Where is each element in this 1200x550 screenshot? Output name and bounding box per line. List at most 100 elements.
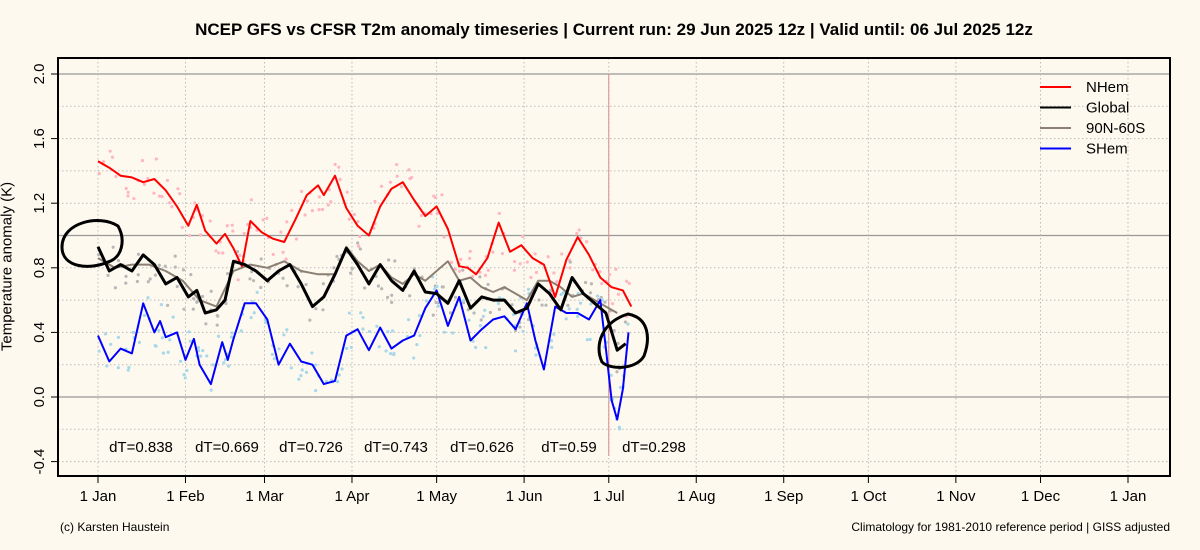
data-dot bbox=[109, 342, 113, 346]
data-dot bbox=[356, 219, 360, 224]
data-dot bbox=[467, 318, 471, 322]
data-dot bbox=[160, 336, 164, 340]
data-dot bbox=[157, 263, 161, 267]
data-dot bbox=[436, 301, 440, 305]
data-dot bbox=[436, 304, 440, 308]
data-dot bbox=[168, 338, 172, 342]
data-dot bbox=[564, 317, 568, 321]
data-dot bbox=[549, 339, 553, 343]
data-dot bbox=[116, 366, 120, 370]
data-dot bbox=[448, 311, 453, 315]
data-dot bbox=[96, 253, 101, 257]
series-line-nhem bbox=[97, 160, 633, 308]
data-dot bbox=[176, 187, 180, 191]
data-dot bbox=[358, 247, 362, 251]
data-dot bbox=[347, 217, 351, 221]
x-tick-label: 1 Nov bbox=[936, 488, 976, 505]
data-dot bbox=[567, 307, 571, 311]
data-dot bbox=[126, 190, 130, 194]
data-dot bbox=[583, 280, 588, 285]
data-dot bbox=[332, 266, 336, 270]
series-lines bbox=[96, 160, 633, 421]
data-dot bbox=[285, 220, 289, 224]
data-dot bbox=[373, 199, 377, 204]
data-dot bbox=[379, 184, 384, 188]
data-dot bbox=[113, 286, 117, 290]
data-dot bbox=[255, 290, 259, 294]
data-dot bbox=[441, 285, 445, 289]
axes: -0.4 0.0 0.4 0.8 1.2 1.6 2.0 1 Jan 1 Feb 1 Mar 1 A… bbox=[31, 57, 1171, 505]
climatology-note: Climatology for 1981-2010 reference peri… bbox=[851, 520, 1170, 534]
data-dot bbox=[226, 364, 231, 368]
data-dot bbox=[395, 174, 399, 178]
data-dot bbox=[175, 284, 179, 289]
data-dot bbox=[472, 311, 476, 315]
data-dot bbox=[320, 207, 325, 212]
data-dot bbox=[457, 269, 462, 273]
data-dot bbox=[168, 201, 172, 205]
data-dot bbox=[529, 275, 533, 280]
data-dot bbox=[185, 368, 189, 373]
data-dot bbox=[200, 214, 205, 218]
data-dot bbox=[314, 389, 318, 393]
data-dot bbox=[277, 347, 281, 351]
data-dot bbox=[407, 168, 411, 172]
data-dot bbox=[575, 307, 579, 311]
data-dot bbox=[577, 228, 581, 232]
data-dot bbox=[526, 287, 531, 291]
data-dot bbox=[468, 249, 472, 253]
data-dot bbox=[189, 273, 193, 277]
data-dot bbox=[196, 346, 201, 350]
data-dot bbox=[180, 225, 184, 230]
data-dot bbox=[153, 343, 157, 348]
series-line-shem bbox=[97, 289, 630, 421]
data-dot bbox=[406, 318, 411, 322]
y-tick-label: 2.0 bbox=[31, 64, 48, 85]
data-dot bbox=[609, 373, 613, 377]
data-dot bbox=[449, 260, 454, 264]
data-dot bbox=[521, 329, 525, 333]
data-dot bbox=[259, 257, 263, 261]
data-dot bbox=[395, 162, 399, 167]
data-dot bbox=[548, 288, 552, 292]
data-dot bbox=[171, 315, 175, 319]
data-dot bbox=[105, 364, 109, 368]
data-dot bbox=[412, 267, 416, 271]
data-dot bbox=[124, 274, 128, 278]
data-dot bbox=[618, 385, 623, 390]
data-dot bbox=[235, 250, 240, 254]
data-dot bbox=[296, 285, 300, 289]
data-dot bbox=[384, 349, 388, 353]
data-dot bbox=[178, 359, 183, 363]
data-dot bbox=[352, 212, 357, 217]
data-dot bbox=[157, 328, 161, 333]
data-dot bbox=[249, 316, 253, 320]
data-dot bbox=[300, 368, 304, 372]
x-tick-label: 1 Dec bbox=[1021, 488, 1061, 505]
data-dot bbox=[625, 279, 629, 283]
data-dot bbox=[471, 274, 475, 279]
data-dot bbox=[289, 366, 293, 370]
data-dot bbox=[222, 361, 226, 365]
y-tick-label: 0.4 bbox=[31, 322, 48, 343]
data-dot bbox=[412, 356, 416, 360]
data-dot bbox=[361, 327, 365, 331]
data-dot bbox=[126, 368, 130, 372]
data-dot bbox=[608, 272, 612, 277]
data-dot bbox=[188, 339, 192, 343]
x-tick-label: 1 Jan bbox=[80, 488, 117, 505]
dt-label-apr: dT=0.743 bbox=[364, 439, 428, 456]
data-dot bbox=[540, 303, 544, 307]
data-dot bbox=[474, 345, 478, 350]
data-dot bbox=[178, 192, 182, 196]
data-dot bbox=[252, 311, 256, 315]
data-dot bbox=[471, 339, 475, 343]
data-dot bbox=[336, 380, 340, 384]
data-dot bbox=[497, 307, 502, 311]
data-dot bbox=[193, 201, 197, 205]
data-dot bbox=[191, 307, 195, 311]
data-dot bbox=[238, 253, 242, 257]
hand-drawn-circle-end bbox=[597, 312, 649, 369]
data-dot bbox=[451, 331, 455, 335]
data-dot bbox=[142, 313, 147, 317]
